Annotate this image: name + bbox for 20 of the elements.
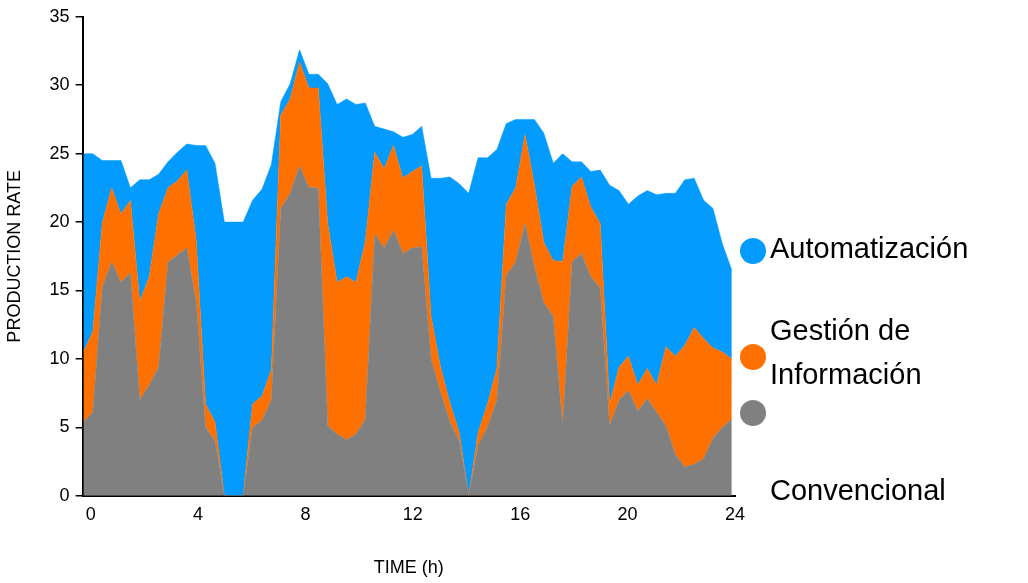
y-tick-label: 5 (59, 416, 70, 437)
y-tick-label: 30 (49, 74, 70, 95)
x-tick-label: 0 (85, 503, 96, 524)
x-tick-label: 12 (402, 503, 423, 524)
y-axis-title: PRODUCTION RATE (3, 169, 24, 343)
x-tick-label: 16 (510, 503, 531, 524)
x-axis-title: TIME (h) (373, 557, 444, 578)
y-tick-label: 15 (49, 279, 70, 300)
y-tick-label: 0 (59, 484, 70, 505)
x-tick-label: 8 (300, 503, 311, 524)
x-tick-label: 20 (617, 503, 638, 524)
y-tick-label: 25 (49, 142, 70, 163)
x-tick-label: 4 (193, 503, 204, 524)
y-tick-label: 20 (49, 211, 70, 232)
series-label: Convencional (770, 473, 947, 508)
legend-label: Gestión de Información (770, 313, 923, 392)
x-tick-label: 24 (724, 503, 746, 524)
legend-label: Automatización (770, 231, 970, 266)
y-tick-label: 10 (49, 347, 70, 368)
y-tick-label: 35 (49, 5, 70, 26)
